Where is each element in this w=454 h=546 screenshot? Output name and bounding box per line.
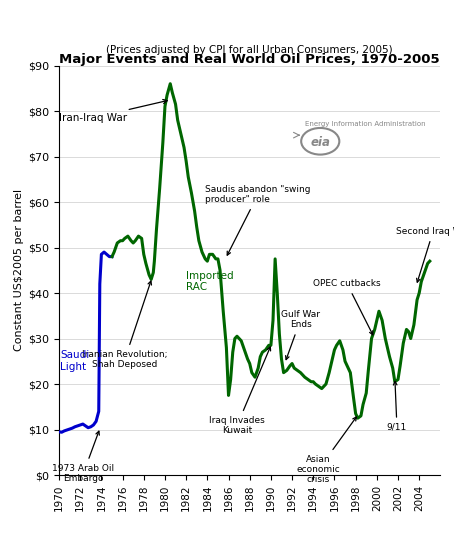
Text: Energy Information Administration: Energy Information Administration — [305, 121, 425, 127]
Text: Iraq Invades
Kuwait: Iraq Invades Kuwait — [209, 347, 271, 435]
Text: Gulf War
Ends: Gulf War Ends — [281, 310, 320, 360]
Y-axis label: Constant US$2005 per barrel: Constant US$2005 per barrel — [14, 189, 24, 351]
Text: Iranian Revolution;
Shah Deposed: Iranian Revolution; Shah Deposed — [82, 281, 168, 369]
Text: eia: eia — [311, 136, 330, 149]
Text: Saudi
Light: Saudi Light — [60, 351, 89, 372]
Title: Major Events and Real World Oil Prices, 1970-2005: Major Events and Real World Oil Prices, … — [59, 52, 440, 66]
Text: Second Iraq War: Second Iraq War — [396, 227, 454, 282]
Text: Iran-Iraq War: Iran-Iraq War — [59, 99, 167, 123]
Text: Imported
RAC: Imported RAC — [186, 271, 234, 293]
Text: Saudis abandon "swing
producer" role: Saudis abandon "swing producer" role — [205, 185, 311, 255]
Text: 9/11: 9/11 — [387, 381, 407, 432]
Text: (Prices adjusted by CPI for all Urban Consumers, 2005): (Prices adjusted by CPI for all Urban Co… — [106, 45, 393, 55]
Text: 1973 Arab Oil
Embargo: 1973 Arab Oil Embargo — [52, 431, 114, 483]
Text: Asian
economic
crisis: Asian economic crisis — [296, 417, 356, 484]
Text: OPEC cutbacks: OPEC cutbacks — [313, 280, 381, 335]
